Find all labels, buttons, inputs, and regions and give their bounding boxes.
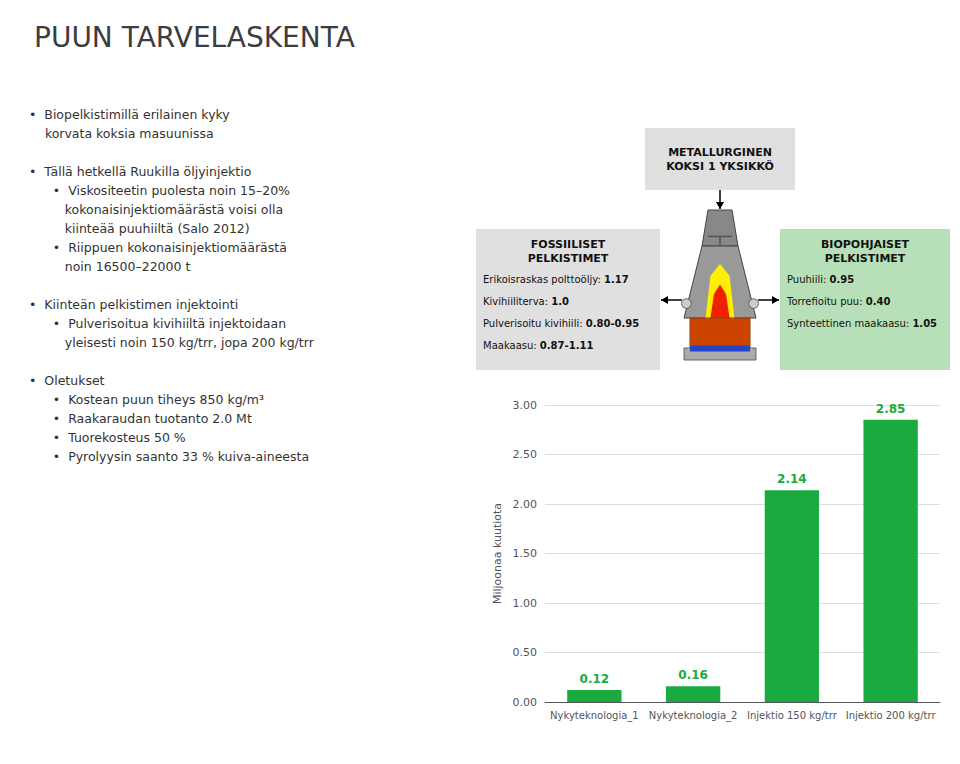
svg-text:0.40: 0.40 — [866, 296, 891, 307]
svg-text:2.85: 2.85 — [876, 402, 906, 416]
svg-text:2.14: 2.14 — [777, 472, 807, 486]
svg-text:Pulverisoitu kivihiili:: Pulverisoitu kivihiili: — [483, 318, 586, 329]
svg-text:• Riippuen kokonaisinjektiomä: • Riippuen kokonaisinjektiomäärästä — [29, 240, 287, 255]
svg-text:• Viskositeetin puolesta noin: • Viskositeetin puolesta noin 15–20% — [29, 183, 290, 198]
svg-text:Injektio 200 kg/trr: Injektio 200 kg/trr — [846, 710, 937, 721]
svg-text:• Raakaraudan tuotanto 2.0 Mt: • Raakaraudan tuotanto 2.0 Mt — [29, 411, 252, 426]
svg-text:1.05: 1.05 — [912, 318, 937, 329]
svg-text:• Oletukset: • Oletukset — [29, 373, 105, 388]
svg-text:• Pulverisoitua kivihiiltä in: • Pulverisoitua kivihiiltä injektoidaan — [29, 316, 286, 331]
svg-text:BIOPOHJAISET: BIOPOHJAISET — [821, 238, 910, 251]
svg-text:Erikoisraskas polttoöljy:: Erikoisraskas polttoöljy: — [483, 274, 604, 285]
svg-text:Kivihiiliterva:: Kivihiiliterva: — [483, 296, 551, 307]
svg-text:1.50: 1.50 — [513, 547, 538, 560]
svg-text:0.80-0.95: 0.80-0.95 — [586, 318, 640, 329]
svg-text:FOSSIILISET: FOSSIILISET — [531, 238, 606, 251]
svg-text:Nykyteknologia_2: Nykyteknologia_2 — [649, 710, 738, 722]
svg-text:Injektio 150 kg/trr: Injektio 150 kg/trr — [747, 710, 838, 721]
svg-text:PUUN TARVELASKENTA: PUUN TARVELASKENTA — [34, 21, 355, 54]
svg-text:Maakaasu:: Maakaasu: — [483, 340, 540, 351]
svg-text:0.12: 0.12 — [580, 672, 610, 686]
svg-text:Torrefioitu puu:: Torrefioitu puu: — [786, 296, 866, 307]
svg-text:Puuhiili:: Puuhiili: — [787, 274, 830, 285]
svg-text:noin 16500–22000 t: noin 16500–22000 t — [29, 259, 190, 274]
svg-text:KOKSI 1 YKSIKKÖ: KOKSI 1 YKSIKKÖ — [666, 159, 774, 173]
svg-text:3.00: 3.00 — [513, 399, 538, 412]
svg-text:0.00: 0.00 — [513, 696, 538, 709]
svg-text:yleisesti noin 150 kg/trr, jop: yleisesti noin 150 kg/trr, jopa 200 kg/t… — [29, 335, 315, 350]
svg-text:korvata koksia masuunissa: korvata koksia masuunissa — [29, 126, 214, 141]
svg-text:1.17: 1.17 — [604, 274, 629, 285]
svg-text:2.00: 2.00 — [513, 498, 538, 511]
svg-text:kiinteää puuhiiltä (Salo 2012): kiinteää puuhiiltä (Salo 2012) — [29, 221, 250, 236]
svg-text:• Tuorekosteus 50 %: • Tuorekosteus 50 % — [29, 430, 186, 445]
svg-text:• Kostean puun tiheys 850 kg/: • Kostean puun tiheys 850 kg/m³ — [29, 392, 264, 407]
svg-text:Miljoonaa kuutiota: Miljoonaa kuutiota — [491, 503, 504, 604]
svg-text:1.0: 1.0 — [551, 296, 569, 307]
svg-text:• Kiinteän pelkistimen injekt: • Kiinteän pelkistimen injektointi — [29, 297, 238, 312]
svg-text:Nykyteknologia_1: Nykyteknologia_1 — [550, 710, 639, 722]
svg-text:• Biopelkistimillä erilainen: • Biopelkistimillä erilainen kyky — [29, 107, 230, 122]
svg-text:Synteettinen maakaasu:: Synteettinen maakaasu: — [787, 318, 912, 329]
svg-text:1.00: 1.00 — [513, 597, 538, 610]
svg-text:0.50: 0.50 — [513, 646, 538, 659]
svg-text:0.16: 0.16 — [678, 668, 708, 682]
svg-text:2.50: 2.50 — [513, 448, 538, 461]
svg-text:PELKISTIMET: PELKISTIMET — [825, 252, 906, 265]
svg-text:0.87-1.11: 0.87-1.11 — [540, 340, 594, 351]
svg-text:kokonaisinjektiomäärästä voisi: kokonaisinjektiomäärästä voisi olla — [29, 202, 283, 217]
svg-text:• Pyrolyysin saanto 33 % kuiv: • Pyrolyysin saanto 33 % kuiva-aineesta — [29, 449, 309, 464]
svg-text:PELKISTIMET: PELKISTIMET — [528, 252, 609, 265]
svg-text:METALLURGINEN: METALLURGINEN — [668, 146, 772, 159]
svg-text:• Tällä hetkellä Ruukilla ölj: • Tällä hetkellä Ruukilla öljyinjektio — [29, 164, 251, 179]
svg-text:0.95: 0.95 — [830, 274, 855, 285]
